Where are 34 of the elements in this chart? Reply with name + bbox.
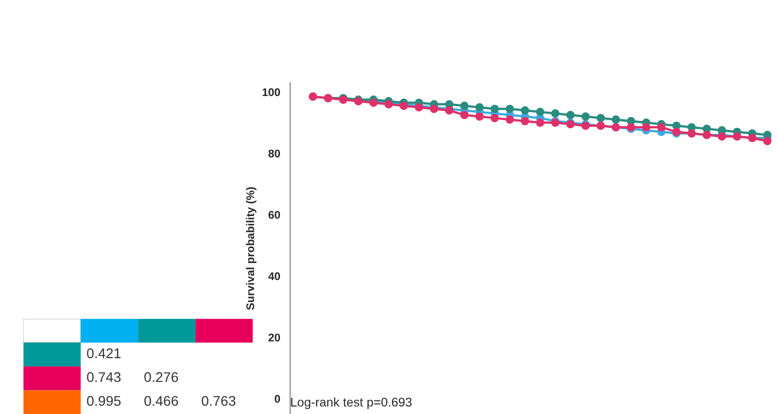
y-tick-label: 80 (268, 150, 280, 158)
y-axis-title: Survival probability (%) (246, 187, 256, 310)
point (763, 136, 772, 146)
text: 0.763 (202, 396, 236, 406)
point (612, 115, 620, 124)
text: 0.743 (87, 372, 121, 382)
text: 0.466 (144, 396, 178, 406)
point (460, 110, 469, 120)
text: 0.276 (144, 372, 178, 382)
point (657, 123, 666, 132)
y-tick-label: 100 (262, 88, 280, 96)
point (566, 110, 575, 120)
point (475, 103, 484, 112)
point (520, 106, 530, 115)
point (490, 114, 499, 122)
text: 0.995 (87, 396, 121, 406)
point (642, 123, 650, 132)
point (460, 102, 469, 110)
point (536, 118, 544, 127)
y-tick-label: 20 (268, 334, 280, 342)
y-tick-label: 40 (268, 272, 280, 280)
text: 0.421 (87, 348, 121, 358)
point (536, 108, 544, 116)
annotation: Log-rank test p=0.693 (291, 397, 412, 410)
y-tick-label: 60 (268, 210, 280, 219)
y-tick-label: 0 (274, 394, 280, 403)
point (506, 115, 514, 124)
point (490, 104, 499, 114)
point (581, 112, 590, 121)
point (551, 109, 560, 118)
point (475, 112, 484, 121)
point (596, 114, 605, 122)
point (506, 104, 514, 114)
point (520, 116, 530, 126)
